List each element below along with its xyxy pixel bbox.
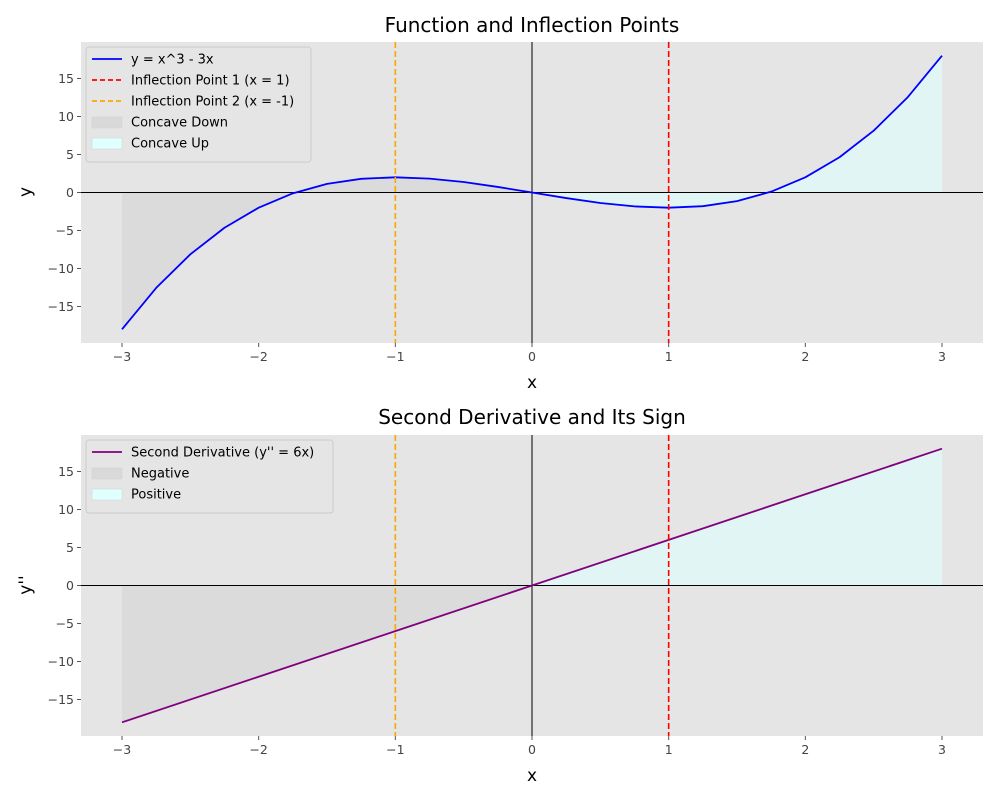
legend-label: Concave Up: [131, 137, 209, 152]
legend-label: Second Derivative (y'' = 6x): [131, 446, 314, 461]
function-subplot: Function and Inflection Points x y −3 −2 −…: [16, 13, 983, 393]
y-axis-label: y: [16, 187, 36, 197]
x-tick-label: 3: [938, 349, 946, 364]
y-tick-label: 0: [66, 578, 74, 593]
x-tick-label: 1: [665, 349, 673, 364]
x-tick-label: 2: [801, 349, 809, 364]
y-tick-label: 0: [66, 185, 74, 200]
x-tick-label: 0: [528, 349, 536, 364]
y-tick-label: 5: [66, 147, 74, 162]
y-tick-label: 5: [66, 540, 74, 555]
y-tick-label: −15: [48, 299, 74, 314]
y-tick-label: −15: [48, 692, 74, 707]
y-tick-label: −10: [48, 261, 74, 276]
x-tick-label: −1: [386, 742, 404, 757]
fill-region-positive: [532, 55, 942, 208]
y-tick-label: 15: [58, 71, 74, 86]
x-tick-label: −2: [249, 742, 267, 757]
legend-box: [85, 439, 334, 514]
legend: y = x^3 - 3x Inflection Point 1 (x = 1) In…: [85, 46, 312, 163]
y-tick-label: −10: [48, 654, 74, 669]
legend-patch-swatch: [91, 488, 123, 501]
x-tick-label: 2: [801, 742, 809, 757]
x-tick-label: 0: [528, 742, 536, 757]
legend: Second Derivative (y'' = 6x) Negative Posi…: [85, 439, 334, 514]
legend-patch-swatch: [91, 137, 123, 150]
legend-label: Concave Down: [131, 116, 228, 131]
x-tick-label: 3: [938, 742, 946, 757]
y-tick-label: 15: [58, 464, 74, 479]
legend-label: Inflection Point 1 (x = 1): [131, 74, 290, 89]
legend-label: Negative: [131, 467, 189, 482]
legend-patch-swatch: [91, 467, 123, 480]
legend-label: Inflection Point 2 (x = -1): [131, 95, 294, 110]
chart-title: Second Derivative and Its Sign: [378, 405, 686, 429]
legend-label: y = x^3 - 3x: [131, 53, 214, 68]
x-axis-label: x: [527, 766, 537, 786]
x-tick-label: −2: [249, 349, 267, 364]
y-axis-label: y'': [16, 575, 36, 594]
legend-label: Positive: [131, 488, 181, 503]
y-tick-label: −5: [56, 223, 74, 238]
y-tick-label: −5: [56, 616, 74, 631]
x-axis-label: x: [527, 373, 537, 393]
y-tick-label: 10: [58, 502, 74, 517]
legend-box: [85, 46, 312, 163]
fill-region-negative: [122, 177, 532, 330]
series-line: [121, 55, 943, 330]
y-tick-label: 10: [58, 109, 74, 124]
x-tick-label: −3: [113, 349, 131, 364]
x-tick-label: 1: [665, 742, 673, 757]
x-tick-label: −1: [386, 349, 404, 364]
legend-patch-swatch: [91, 116, 123, 129]
x-tick-label: −3: [113, 742, 131, 757]
second-derivative-subplot: Second Derivative and Its Sign x y'' −3 −…: [16, 405, 983, 786]
series-line: [121, 447, 943, 724]
chart-title: Function and Inflection Points: [385, 13, 680, 37]
